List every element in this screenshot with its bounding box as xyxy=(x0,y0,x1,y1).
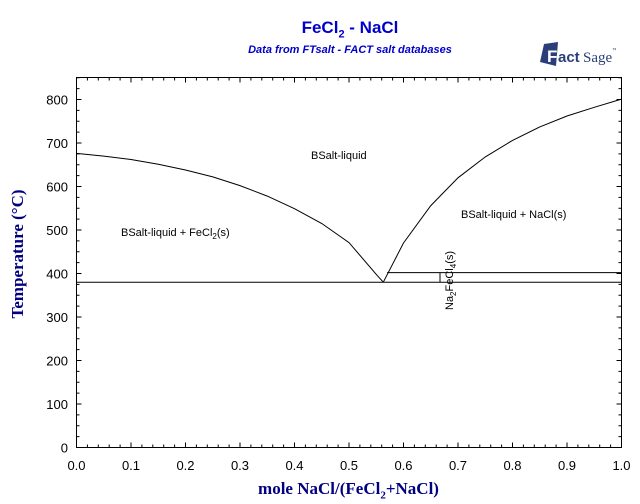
y-tick-label: 300 xyxy=(46,310,68,325)
logo-mark-icon xyxy=(540,42,558,66)
compound-label-na2fecl4: Na2FeCl4(s) xyxy=(444,251,458,310)
region-label-liquid-fecl2: BSalt-liquid + FeCl2(s) xyxy=(121,227,230,241)
x-tick-label: 0.2 xyxy=(176,458,194,473)
x-axis-ticks: 0.0 0.1 0.2 0.3 0.4 0.5 0.6 0.7 0.8 0.9 1.0 xyxy=(67,77,631,473)
title-subscript: 2 xyxy=(338,28,345,41)
y-tick-label: 100 xyxy=(46,397,68,412)
y-axis-label: Temperature (°C) xyxy=(8,189,27,319)
y-tick-label: 400 xyxy=(46,267,68,282)
xlabel-text: mole NaCl/(FeCl xyxy=(258,479,381,498)
y-tick-label: 800 xyxy=(46,93,68,108)
x-tick-label: 0.7 xyxy=(449,458,467,473)
x-tick-label: 0.8 xyxy=(503,458,521,473)
xlabel-subscript: 2 xyxy=(380,489,386,502)
phase-boundaries xyxy=(76,98,622,283)
chart-subtitle: Data from FTsalt - FACT salt databases xyxy=(248,44,452,56)
x-axis-label: mole NaCl/(FeCl2+NaCl) xyxy=(76,479,621,501)
x-tick-label: 0.0 xyxy=(67,458,85,473)
y-tick-label: 500 xyxy=(46,223,68,238)
x-tick-label: 0.5 xyxy=(340,458,358,473)
phase-boundary-line xyxy=(76,152,384,283)
title-rest: - NaCl xyxy=(344,18,399,37)
title-text: FeCl xyxy=(301,18,339,37)
x-tick-label: 0.4 xyxy=(285,458,303,473)
region-label-liquid-nacl: BSalt-liquid + NaCl(s) xyxy=(461,209,566,221)
svg-text:Sage: Sage xyxy=(583,50,613,66)
x-tick-label: 0.1 xyxy=(122,458,140,473)
y-tick-label: 200 xyxy=(46,354,68,369)
y-tick-label: 0 xyxy=(61,441,68,456)
x-tick-label: 0.6 xyxy=(394,458,412,473)
svg-text:™: ™ xyxy=(612,47,616,54)
factsage-logo: F act Sage ™ xyxy=(540,42,616,66)
region-label-liquid: BSalt-liquid xyxy=(311,150,367,162)
chart-title: FeCl2 - NaCl xyxy=(30,18,640,40)
y-tick-label: 600 xyxy=(46,180,68,195)
y-tick-label: 700 xyxy=(46,136,68,151)
svg-text:F: F xyxy=(547,47,557,66)
plot-frame xyxy=(76,77,622,448)
y-axis-ticks: 0 100 200 300 400 500 600 700 800 xyxy=(46,77,622,456)
svg-text:act: act xyxy=(558,49,580,66)
x-tick-label: 0.3 xyxy=(231,458,249,473)
xlabel-rest: +NaCl) xyxy=(385,479,439,498)
x-tick-label: 1.0 xyxy=(612,458,630,473)
x-tick-label: 0.9 xyxy=(558,458,576,473)
phase-boundary-line xyxy=(382,98,622,283)
